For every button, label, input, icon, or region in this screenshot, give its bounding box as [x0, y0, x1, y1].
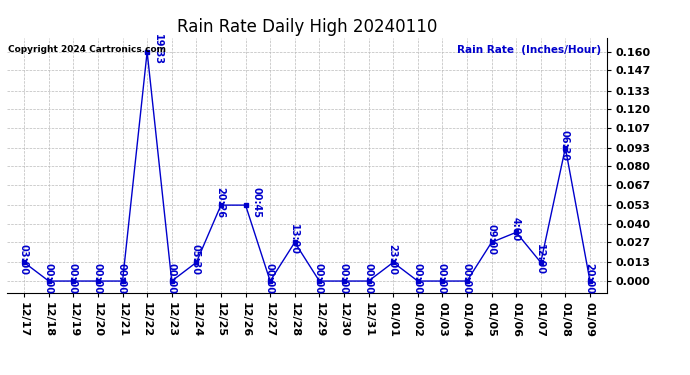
Text: Copyright 2024 Cartronics.com: Copyright 2024 Cartronics.com [8, 45, 166, 54]
Text: 12:00: 12:00 [535, 244, 545, 275]
Text: 03:00: 03:00 [19, 244, 28, 275]
Text: 00:00: 00:00 [462, 263, 471, 294]
Text: 20:00: 20:00 [584, 263, 594, 294]
Text: 00:00: 00:00 [68, 263, 78, 294]
Title: Rain Rate Daily High 20240110: Rain Rate Daily High 20240110 [177, 18, 437, 36]
Text: 00:00: 00:00 [412, 263, 422, 294]
Text: Rain Rate  (Inches/Hour): Rain Rate (Inches/Hour) [457, 45, 601, 55]
Text: 23:00: 23:00 [388, 244, 397, 275]
Text: 13:00: 13:00 [289, 224, 299, 255]
Text: 09:00: 09:00 [486, 224, 496, 255]
Text: 00:00: 00:00 [264, 263, 275, 294]
Text: 19:33: 19:33 [152, 33, 163, 64]
Text: 05:30: 05:30 [190, 244, 201, 275]
Text: 00:00: 00:00 [92, 263, 102, 294]
Text: 00:00: 00:00 [117, 263, 127, 294]
Text: 00:00: 00:00 [437, 263, 447, 294]
Text: 00:00: 00:00 [314, 263, 324, 294]
Text: 4:00: 4:00 [511, 217, 521, 242]
Text: 00:45: 00:45 [251, 187, 261, 218]
Text: 00:00: 00:00 [43, 263, 53, 294]
Text: 00:00: 00:00 [166, 263, 176, 294]
Text: 06:30: 06:30 [560, 129, 570, 160]
Text: 00:00: 00:00 [363, 263, 373, 294]
Text: 00:00: 00:00 [338, 263, 348, 294]
Text: 20:26: 20:26 [215, 187, 226, 218]
